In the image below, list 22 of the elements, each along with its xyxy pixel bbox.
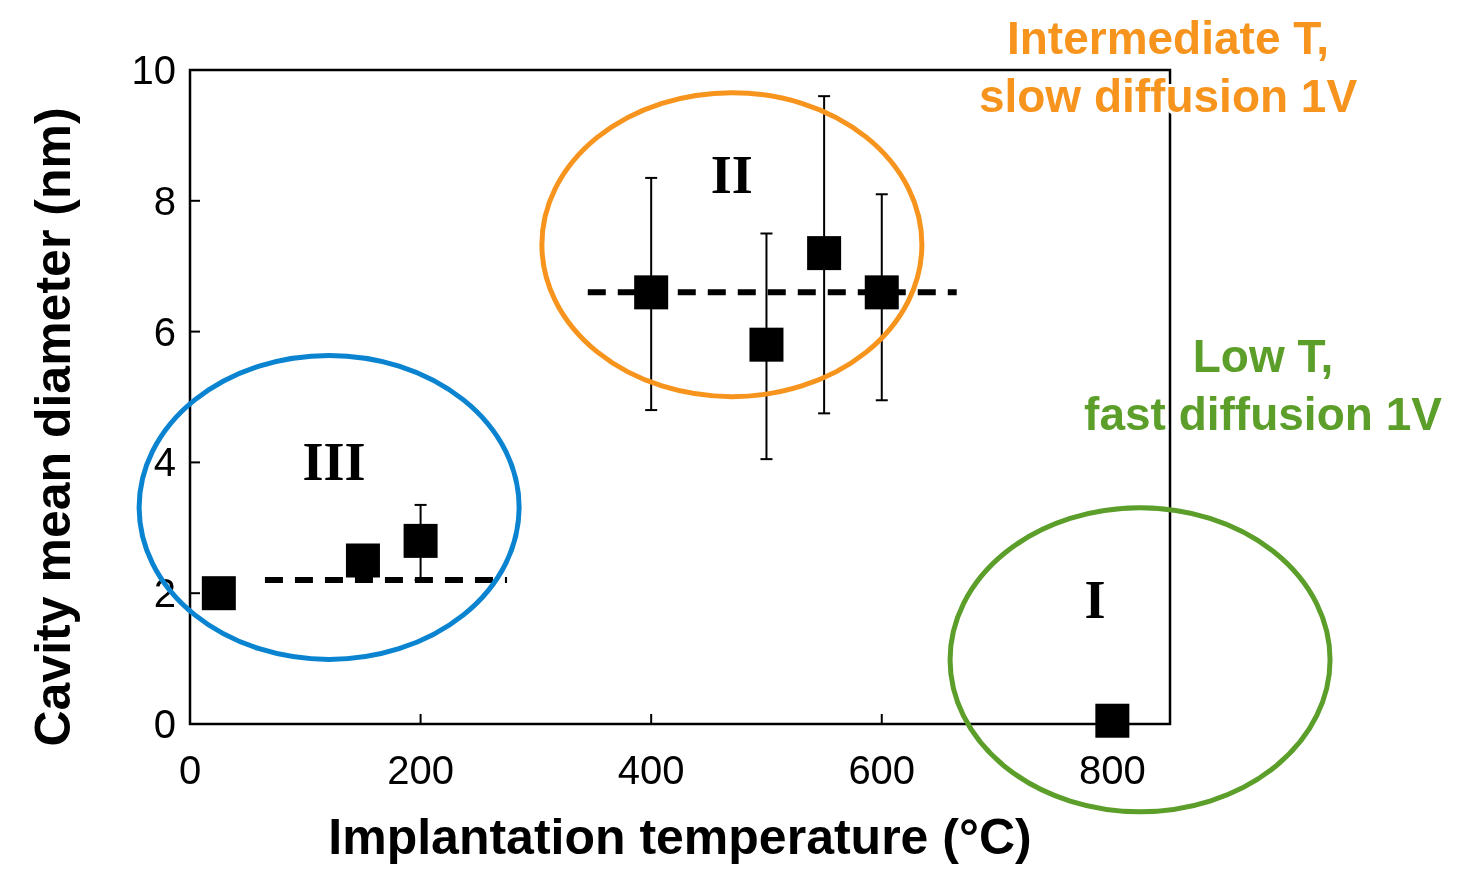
x-axis-title: Implantation temperature (°C) bbox=[328, 809, 1032, 865]
point bbox=[749, 327, 784, 362]
x-tick-label: 600 bbox=[848, 748, 916, 792]
point bbox=[345, 543, 380, 578]
x-tick-label: 800 bbox=[1078, 748, 1146, 792]
point bbox=[634, 275, 669, 310]
point bbox=[807, 236, 842, 271]
annotation: Low T, fast diffusion 1V bbox=[1084, 330, 1443, 440]
y-axis-title: Cavity mean diameter (nm) bbox=[25, 107, 81, 747]
y-tick-label: 10 bbox=[131, 48, 176, 92]
y-tick-label: 0 bbox=[153, 702, 176, 746]
annotation: II bbox=[710, 144, 753, 205]
point bbox=[1095, 703, 1130, 738]
y-tick-label: 8 bbox=[153, 178, 176, 223]
annotation: III bbox=[302, 432, 366, 493]
annotation: I bbox=[1084, 569, 1106, 630]
point bbox=[201, 576, 236, 611]
x-tick-label: 200 bbox=[387, 748, 454, 792]
point bbox=[403, 523, 438, 558]
x-tick-label: 400 bbox=[617, 748, 685, 792]
y-tick-label: 4 bbox=[153, 440, 176, 485]
y-tick-label: 6 bbox=[153, 309, 176, 354]
